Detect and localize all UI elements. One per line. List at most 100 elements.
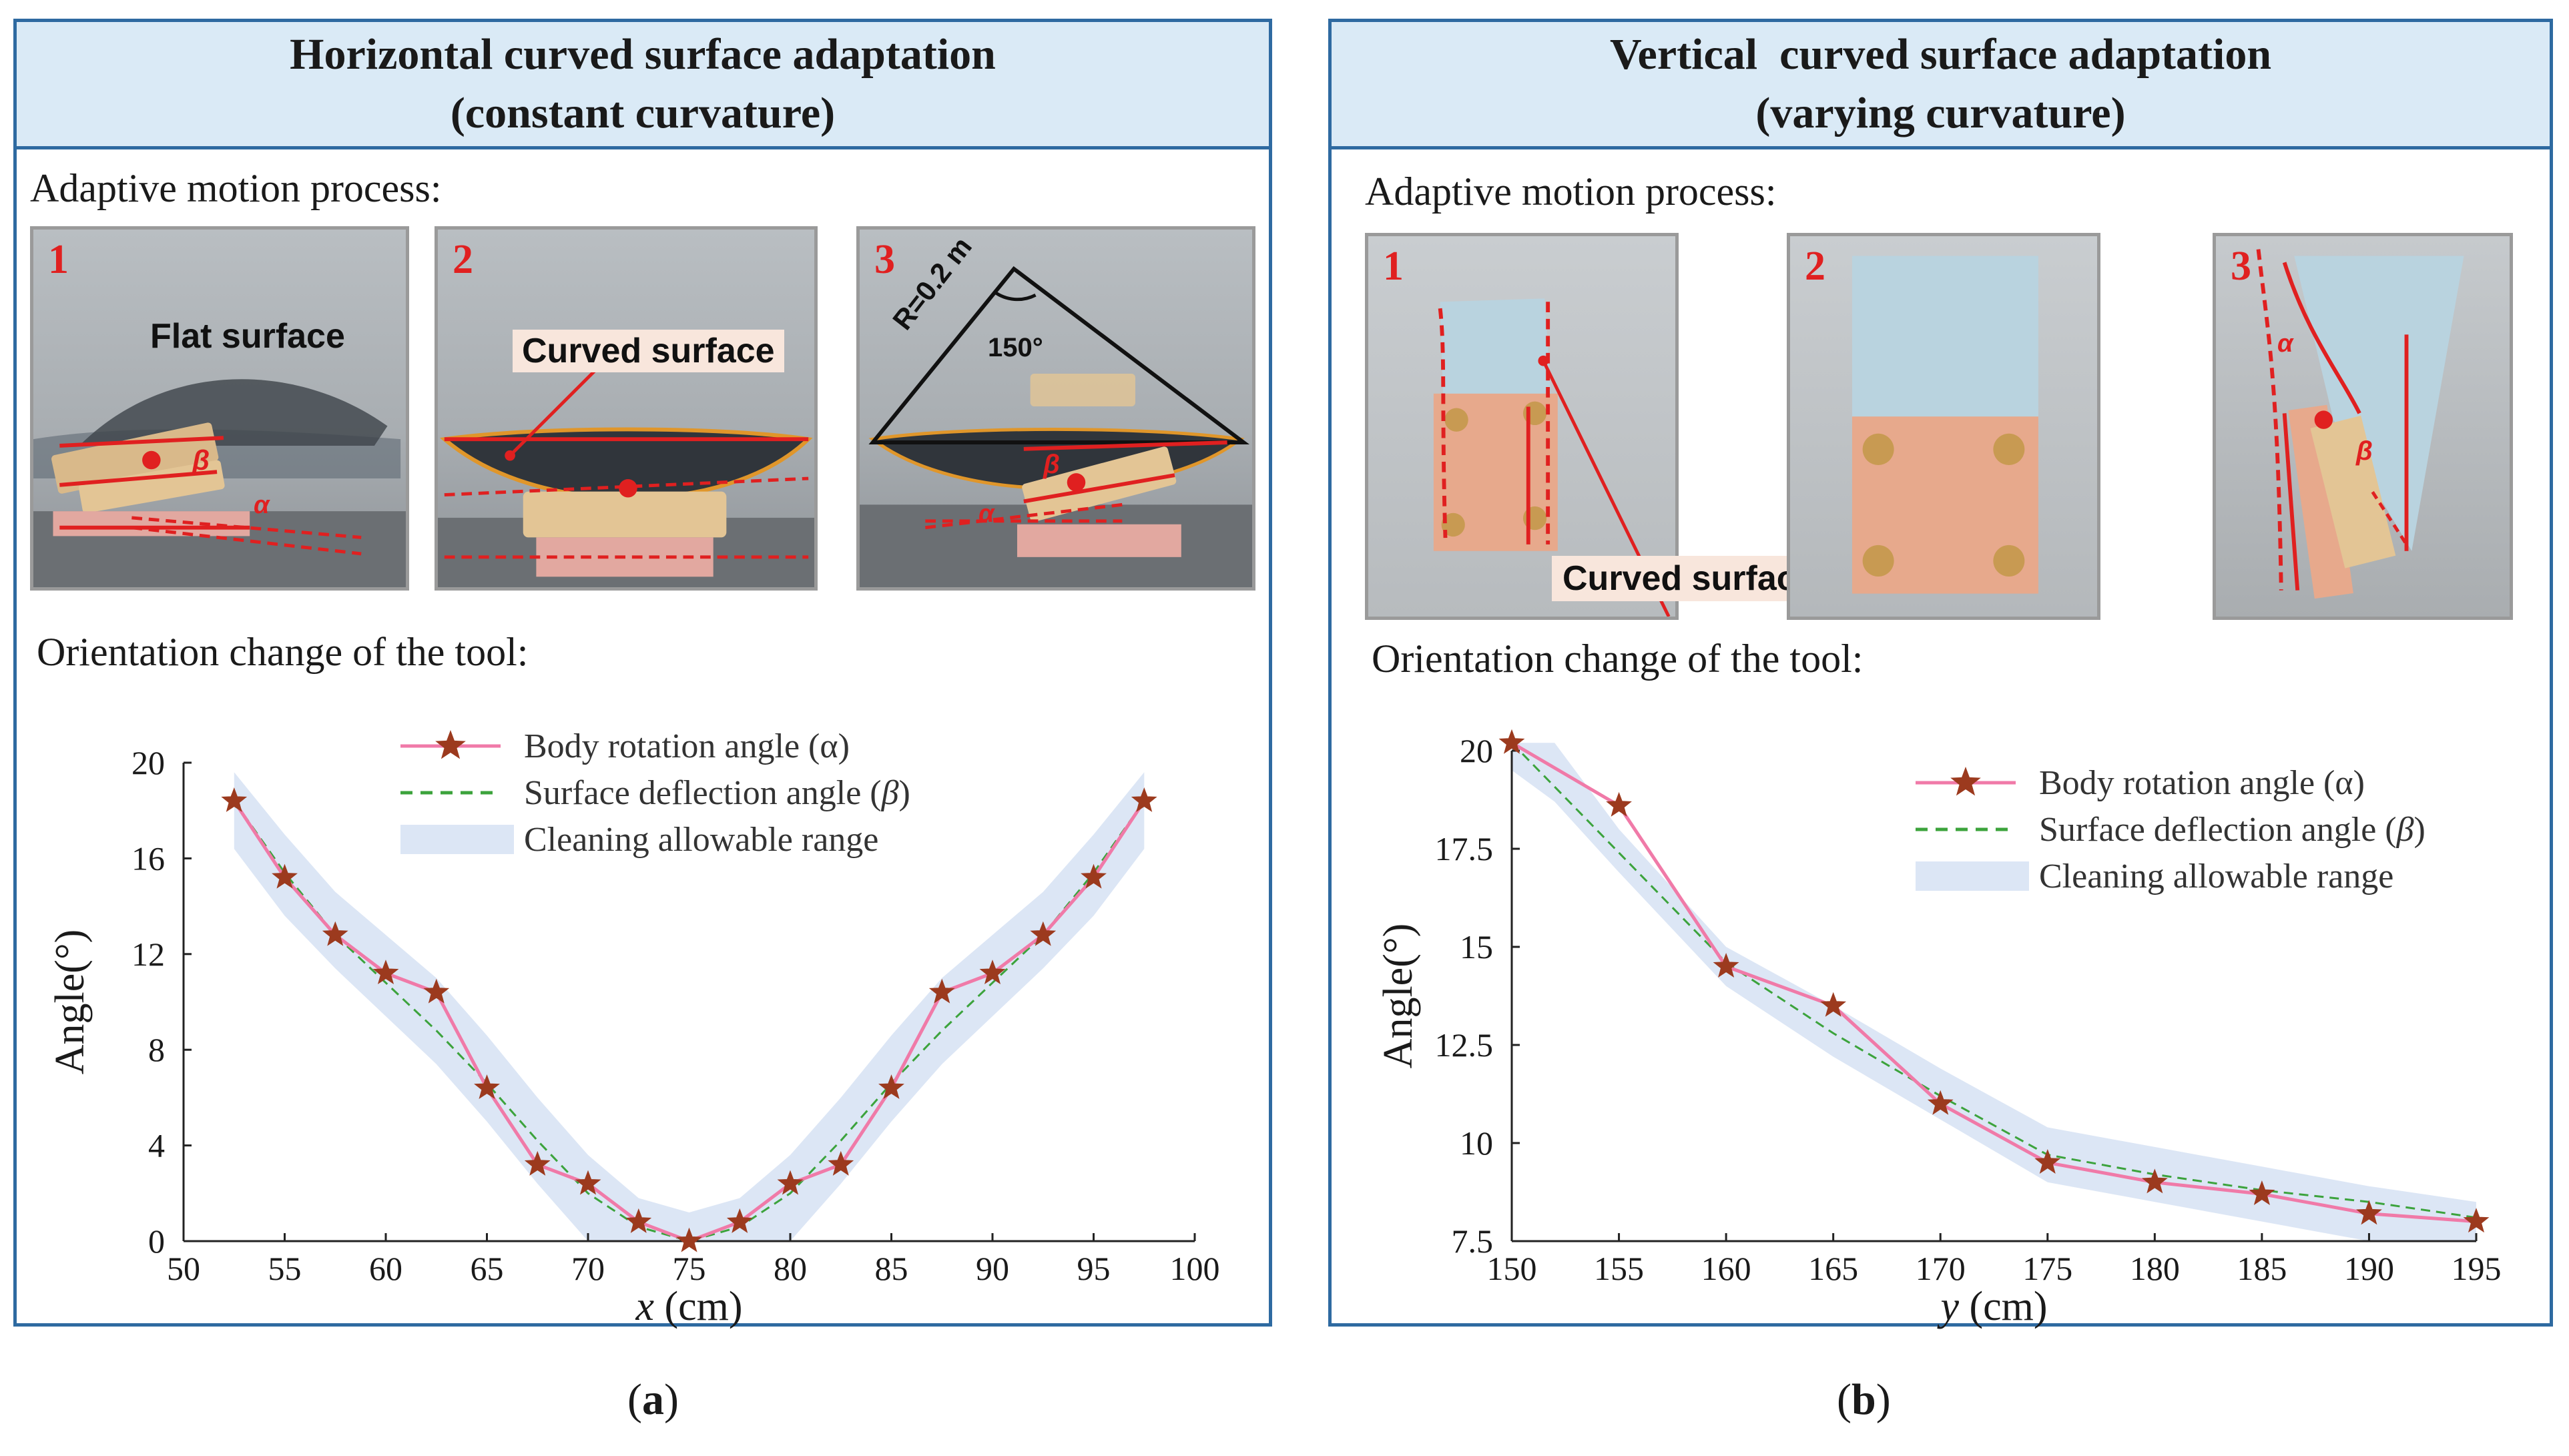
photo-a1-alpha: α [254, 491, 270, 519]
photo-a3-illustration [860, 266, 1252, 587]
photo-a3-number: 3 [874, 237, 895, 282]
caption-b-letter: b [1851, 1375, 1876, 1424]
chart-a-alpha-point [777, 1170, 804, 1195]
chart-a-legend-beta-suffix: ) [899, 774, 910, 812]
chart-b-x-tick-label: 175 [2022, 1250, 2072, 1287]
chart-b-x-axis-label: y (cm) [1936, 1284, 2047, 1329]
chart-b-x-tick-label: 170 [1916, 1250, 1966, 1287]
chart-b-legend-beta-label: Surface deflection angle (β) [2039, 811, 2425, 849]
chart-a-alpha-point [272, 863, 298, 889]
panel-vertical: Vertical curved surface adaptation (vary… [1328, 19, 2553, 1329]
photo-b3-number: 3 [2231, 244, 2251, 289]
photo-b2-number: 2 [1805, 244, 1825, 289]
chart-a-alpha-point [979, 960, 1006, 985]
chart-a-legend-alpha-label: Body rotation angle (α) [524, 727, 850, 765]
chart-a-y-tick-label: 12 [131, 936, 165, 973]
chart-a-y-tick-label: 20 [131, 744, 165, 781]
panel-b-orientation-label: Orientation change of the tool: [1372, 637, 1864, 681]
chart-a-x-axis-label: x (cm) [635, 1284, 742, 1329]
chart-a-x-tick-label: 75 [673, 1250, 706, 1287]
curved-surface-label-b: Curved surface [1552, 556, 1826, 601]
chart-a-x-tick-label: 100 [1170, 1250, 1220, 1287]
photo-b1: 1 [1365, 233, 1679, 620]
chart-a-alpha-point [828, 1150, 854, 1176]
chart-a-x-tick-label: 65 [471, 1250, 504, 1287]
chart-a-x-tick-label: 80 [774, 1250, 807, 1287]
panel-a-header: Horizontal curved surface adaptation (co… [17, 22, 1269, 149]
photo-a1: 1 Flat surface β α [30, 226, 409, 591]
chart-b-legend-band-label: Cleaning allowable range [2039, 857, 2393, 895]
chart-a-alpha-point [474, 1074, 500, 1100]
chart-b-alpha-point [1820, 992, 1847, 1017]
chart-a-y-axis-label: Angle(°) [47, 930, 93, 1075]
chart-b-alpha-point [1498, 729, 1525, 754]
photo-a2-number: 2 [453, 237, 473, 282]
chart-a-x-tick-label: 95 [1077, 1250, 1111, 1287]
flat-surface-label: Flat surface [150, 317, 345, 356]
chart-a-y-tick-label: 8 [148, 1031, 165, 1068]
chart-b-x-tick-label: 185 [2237, 1250, 2287, 1287]
chart-a-alpha-point [1131, 787, 1157, 812]
chart-b-legend-band-swatch [1916, 861, 2029, 891]
panel-b-title-line2: (varying curvature) [1755, 89, 2126, 137]
chart-a-alpha-line [232, 800, 1146, 1243]
photo-b1-illustration [1433, 298, 1671, 617]
chart-b-x-tick-label: 165 [1808, 1250, 1858, 1287]
photo-a3-beta: β [1043, 450, 1060, 479]
photo-b2-illustration [1851, 256, 2038, 594]
chart-b-legend-beta-prefix: Surface deflection angle ( [2039, 811, 2397, 849]
chart-b-y-tick-label: 7.5 [1452, 1222, 1494, 1260]
panel-a-title-line2: (constant curvature) [450, 89, 836, 137]
chart-a-alpha-point [928, 978, 955, 1004]
chart-b-x-tick-label: 180 [2130, 1250, 2180, 1287]
chart-a-alpha-point [221, 787, 248, 812]
chart-a-x-tick-label: 70 [571, 1250, 605, 1287]
chart-b-legend-alpha-star [1950, 767, 1981, 796]
chart-b-x-tick-label: 150 [1487, 1250, 1537, 1287]
chart-b-alpha-point [2034, 1148, 2061, 1174]
chart-a-alpha-point [524, 1150, 551, 1176]
panel-horizontal: Horizontal curved surface adaptation (co… [13, 19, 1272, 1329]
chart-a-x-axis-unit: (cm) [654, 1284, 743, 1329]
chart-b-x-axis-var: y [1936, 1284, 1959, 1329]
chart-b-x-tick-label: 190 [2344, 1250, 2394, 1287]
chart-b-legend-beta-symbol: β [2396, 811, 2414, 849]
caption-b: (b) [1837, 1375, 1891, 1424]
chart-a-x-tick-label: 90 [976, 1250, 1009, 1287]
chart-a-legend-alpha-star [435, 730, 466, 759]
chart-a-y-tick-label: 16 [131, 839, 165, 877]
chart-b: 150 155 160 165 170 175 180 185 190 195 7.5 10 12.5 1… [1376, 729, 2502, 1329]
panel-a-process-label: Adaptive motion process: [30, 166, 442, 210]
photo-a2-illustration [438, 352, 814, 587]
chart-b-legend-beta-suffix: ) [2414, 811, 2425, 849]
chart-a-x-tick-label: 55 [268, 1250, 302, 1287]
caption-a: (a) [627, 1375, 679, 1424]
chart-b-x-tick-label: 195 [2452, 1250, 2502, 1287]
chart-b-beta-line [1510, 742, 2477, 1219]
chart-a-alpha-point [676, 1227, 702, 1252]
photo-a2: 2 Curved surface [435, 226, 818, 591]
chart-b-y-tick-label: 15 [1460, 928, 1493, 966]
chart-a-y-tick-label: 0 [148, 1222, 165, 1260]
chart-b-alpha-point [2356, 1200, 2382, 1225]
chart-b-alpha-point [2141, 1168, 2168, 1194]
photo-a1-illustration [33, 379, 406, 587]
photo-b3: 3 α β [2213, 233, 2513, 620]
panel-b-title-line1: Vertical curved surface adaptation [1609, 30, 2272, 79]
photo-b3-alpha: α [2277, 330, 2293, 358]
chart-a-alpha-point [575, 1170, 601, 1195]
photo-b3-beta: β [2356, 436, 2373, 466]
chart-a-x-tick-label: 85 [875, 1250, 908, 1287]
chart-b-alpha-point [2463, 1208, 2490, 1233]
chart-a-x-axis-var: x [635, 1284, 654, 1329]
panel-b-header: Vertical curved surface adaptation (vary… [1332, 22, 2550, 149]
chart-b-x-tick-label: 160 [1701, 1250, 1751, 1287]
chart-a-alpha-point [625, 1208, 652, 1233]
panel-b-process-label: Adaptive motion process: [1365, 169, 1777, 214]
photo-b3-illustration [2256, 249, 2464, 599]
chart-b-alpha-point [1606, 791, 1632, 817]
chart-b-alpha-point [1713, 952, 1739, 978]
photo-b1-number: 1 [1383, 244, 1404, 289]
chart-a-legend-beta-prefix: Surface deflection angle ( [524, 774, 882, 812]
photo-a3: 3 R=0.2 m 150° β α [856, 226, 1255, 591]
